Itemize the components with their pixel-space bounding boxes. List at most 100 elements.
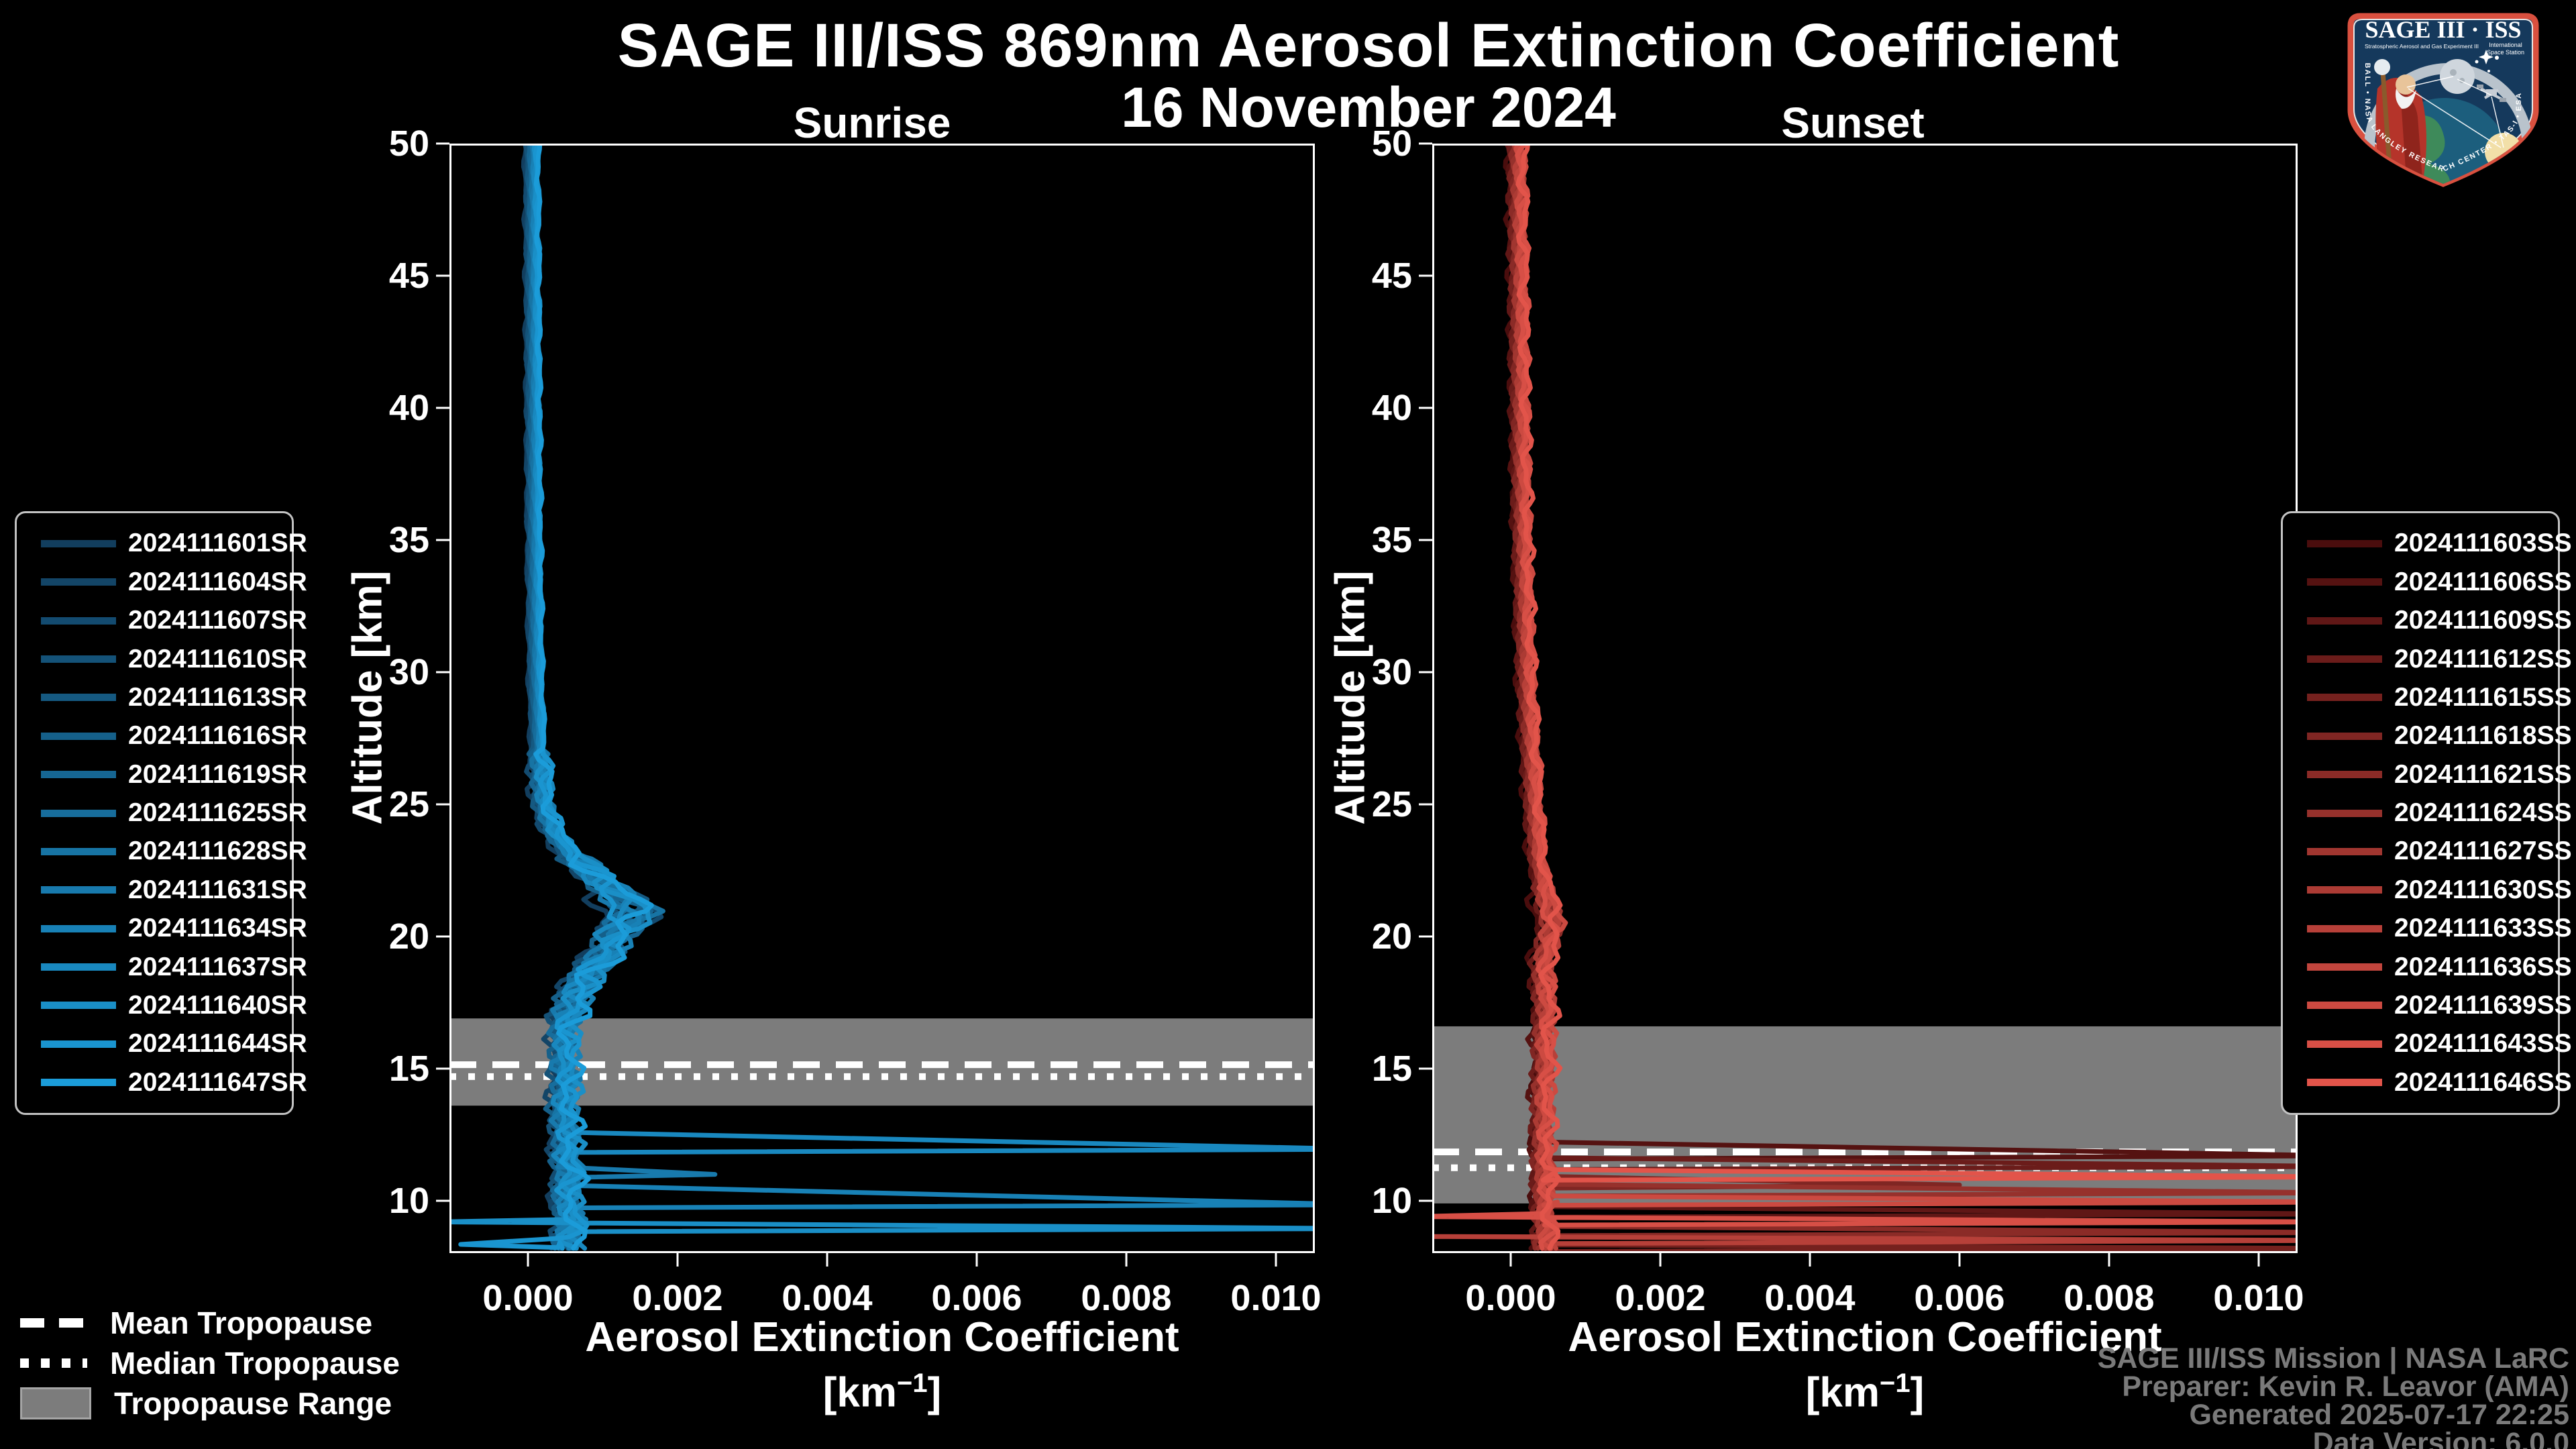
sunset-event-legend: 2024111603SS 2024111606SS 2024111609SS 2024… [2281,511,2572,1115]
legend-line-swatch-icon [41,809,116,817]
xtick-label-sunrise-0.010: 0.010 [1230,1278,1322,1318]
sunset-panel-title: Sunset [1781,99,1925,147]
date-subtitle: 16 November 2024 [1121,76,1616,139]
legend-item-2024111633SS: 2024111633SS [2283,914,2572,943]
xtick-label-sunset-0.008: 0.008 [2063,1278,2155,1318]
legend-line-swatch-icon [41,924,116,932]
legend-item-2024111619SR: 2024111619SR [17,760,307,790]
legend-line-swatch-icon [41,732,116,740]
legend-item-2024111606SS: 2024111606SS [2283,568,2572,597]
ytick-label-sunrise-15: 15 [388,1049,429,1089]
legend-item-2024111624SS: 2024111624SS [2283,798,2572,828]
ytick-label-sunset-35: 35 [1371,520,1412,560]
legend-event-label: 2024111609SS [2394,606,2572,635]
legend-line-swatch-icon [2307,886,2382,894]
sunrise-xaxis-unit: [km−1] [822,1368,942,1416]
legend-line-swatch-icon [41,1002,116,1010]
legend-line-swatch-icon [2307,1079,2382,1087]
ytick-label-sunset-50: 50 [1371,123,1412,164]
attribution-mission: SAGE III/ISS Mission | NASA LaRC [2097,1342,2569,1375]
legend-line-swatch-icon [2307,655,2382,663]
attribution-preparer: Preparer: Kevin R. Leavor (AMA) [2122,1371,2569,1403]
legend-event-label: 2024111621SS [2394,759,2572,789]
legend-line-swatch-icon [41,578,116,586]
legend-item-2024111601SR: 2024111601SR [17,529,307,558]
legend-event-label: 2024111613SR [128,682,307,712]
ytick-label-sunset-45: 45 [1371,256,1412,296]
xtick-label-sunset-0.010: 0.010 [2213,1278,2304,1318]
legend-item-2024111630SS: 2024111630SS [2283,875,2572,905]
legend-event-label: 2024111607SR [128,606,307,635]
legend-line-swatch-icon [2307,578,2382,586]
legend-event-label: 2024111644SR [128,1029,307,1059]
ytick-label-sunrise-30: 30 [388,652,429,692]
legend-item-2024111621SS: 2024111621SS [2283,760,2572,790]
legend-item-2024111636SS: 2024111636SS [2283,953,2572,982]
legend-item-2024111610SR: 2024111610SR [17,645,307,674]
legend-item-2024111631SR: 2024111631SR [17,875,307,905]
legend-line-swatch-icon [41,694,116,702]
legend-item-2024111634SR: 2024111634SR [17,914,307,943]
legend-item-2024111646SS: 2024111646SS [2283,1068,2572,1097]
ytick-label-sunrise-25: 25 [388,784,429,824]
logo-subtitle-right2: Space Station [2487,49,2524,56]
logo-moon-icon [2440,59,2475,94]
legend-event-label: 2024111646SS [2394,1067,2572,1097]
legend-item-2024111637SR: 2024111637SR [17,953,307,982]
xtick-label-sunset-0.006: 0.006 [1914,1278,2005,1318]
ytick-label-sunset-40: 40 [1371,388,1412,428]
sunrise-event-legend: 2024111601SR 2024111604SR 2024111607SR 2024… [15,511,307,1115]
xtick-label-sunrise-0.008: 0.008 [1081,1278,1172,1318]
mean-tropopause-legend-item: Mean Tropopause [20,1303,400,1343]
attribution-data-version: Data Version: 6.0.0 [2312,1427,2569,1449]
xtick-label-sunrise-0.000: 0.000 [482,1278,574,1318]
sunrise-plot-frame [449,144,1315,1253]
legend-event-label: 2024111606SS [2394,567,2572,596]
legend-item-2024111616SR: 2024111616SR [17,721,307,751]
legend-event-label: 2024111631SR [128,875,307,904]
legend-event-label: 2024111615SS [2394,682,2572,712]
logo-subtitle-right1: International [2489,42,2522,48]
mean-tropopause-label: Mean Tropopause [110,1305,373,1340]
legend-line-swatch-icon [41,963,116,971]
legend-item-2024111603SS: 2024111603SS [2283,529,2572,558]
legend-event-label: 2024111624SS [2394,798,2572,827]
legend-event-label: 2024111603SS [2394,529,2572,558]
legend-event-label: 2024111634SR [128,914,307,943]
xtick-label-sunset-0.002: 0.002 [1615,1278,1706,1318]
legend-event-label: 2024111639SS [2394,990,2572,1020]
legend-line-swatch-icon [2307,539,2382,547]
ytick-label-sunset-30: 30 [1371,652,1412,692]
legend-line-swatch-icon [2307,809,2382,817]
legend-line-swatch-icon [2307,847,2382,855]
logo-iss-icon [2477,85,2506,102]
legend-item-2024111604SR: 2024111604SR [17,568,307,597]
legend-line-swatch-icon [41,1040,116,1048]
ytick-label-sunrise-20: 20 [388,916,429,957]
legend-line-swatch-icon [41,655,116,663]
legend-item-2024111644SR: 2024111644SR [17,1029,307,1059]
legend-line-swatch-icon [41,539,116,547]
xtick-label-sunrise-0.004: 0.004 [782,1278,873,1318]
legend-event-label: 2024111625SR [128,798,307,827]
legend-line-swatch-icon [41,1079,116,1087]
legend-item-2024111628SR: 2024111628SR [17,837,307,866]
legend-event-label: 2024111618SS [2394,721,2572,751]
legend-line-swatch-icon [2307,694,2382,702]
legend-item-2024111627SS: 2024111627SS [2283,837,2572,866]
legend-item-2024111625SR: 2024111625SR [17,798,307,828]
legend-event-label: 2024111619SR [128,759,307,789]
legend-event-label: 2024111630SS [2394,875,2572,904]
mean-tropopause-swatch-icon [20,1318,87,1328]
sunrise-xaxis-label: Aerosol Extinction Coefficient [585,1314,1179,1360]
attribution-block: SAGE III/ISS Mission | NASA LaRC Prepare… [2098,1344,2569,1449]
sage-iii-iss-logo: SAGE III · ISS Stratospheric Aerosol and… [2347,13,2539,187]
legend-event-label: 2024111647SR [128,1067,307,1097]
legend-item-2024111640SR: 2024111640SR [17,991,307,1020]
profile-line-2024111646SS [1515,144,2298,1251]
ytick-label-sunrise-10: 10 [388,1181,429,1221]
median-tropopause-label: Median Tropopause [110,1346,400,1381]
ytick-label-sunrise-45: 45 [388,256,429,296]
attribution-generated: Generated 2025-07-17 22:25 [2189,1399,2569,1431]
legend-event-label: 2024111633SS [2394,914,2572,943]
